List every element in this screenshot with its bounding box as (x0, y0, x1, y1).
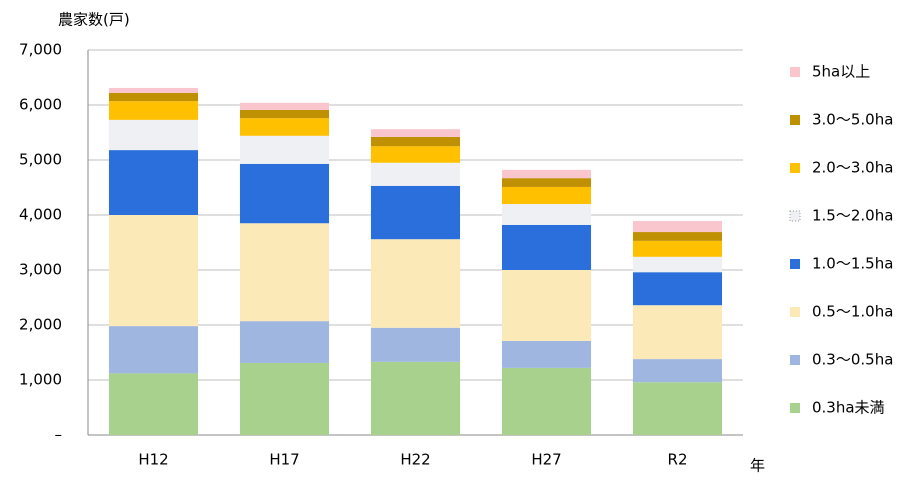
bar-segment (108, 150, 199, 215)
bar-segment (239, 102, 330, 110)
bar-segment (108, 101, 199, 120)
bar-segment (370, 327, 461, 362)
bar-segment (370, 162, 461, 186)
x-tick-label: R2 (668, 451, 688, 469)
legend-label: 0.3～0.5ha (812, 351, 893, 369)
y-tick-label: 6,000 (19, 96, 62, 114)
bar-segment (239, 163, 330, 224)
bar-segment (501, 224, 592, 270)
legend-swatch (789, 210, 801, 222)
y-axis-label: 農家数(戸) (58, 11, 130, 29)
x-tick-label: H17 (269, 451, 299, 469)
legend-label: 2.0～3.0ha (812, 159, 893, 177)
legend-swatch (790, 403, 800, 413)
legend-swatch (790, 115, 800, 125)
bar-segment (501, 186, 592, 204)
bar-segment (239, 118, 330, 136)
legend-label: 5ha以上 (812, 63, 870, 81)
bar-segment (108, 326, 199, 374)
bar-segment (370, 136, 461, 147)
y-tick-label: 2,000 (19, 316, 62, 334)
legend-swatch (790, 307, 800, 317)
bar-segment (632, 221, 723, 233)
y-tick-label: 1,000 (19, 371, 62, 389)
bar-segment (501, 204, 592, 225)
legend-swatch (790, 355, 800, 365)
bar-segment (501, 367, 592, 435)
legend-label: 3.0～5.0ha (812, 111, 893, 129)
legend-label: 1.0～1.5ha (812, 255, 893, 273)
legend-swatch (790, 259, 800, 269)
legend-swatch (790, 163, 800, 173)
bar-segment (108, 215, 199, 327)
x-tick-label: H12 (138, 451, 168, 469)
bar-segment (632, 232, 723, 241)
legend-label: 1.5～2.0ha (812, 207, 893, 225)
bar-segment (370, 146, 461, 163)
y-tick-label: 7,000 (19, 41, 62, 59)
x-tick-label: H22 (400, 451, 430, 469)
bar-segment (632, 272, 723, 306)
bar-segment (108, 92, 199, 102)
bar-segment (239, 362, 330, 435)
bar-segment (108, 87, 199, 93)
bar-segment (632, 240, 723, 257)
y-tick-label: 3,000 (19, 261, 62, 279)
bar-segment (632, 382, 723, 435)
bar-segment (370, 239, 461, 328)
bar-segment (501, 270, 592, 341)
bar-segment (239, 321, 330, 363)
bar-segment (501, 340, 592, 368)
bar-segment (370, 129, 461, 137)
legend-label: 0.5～1.0ha (812, 303, 893, 321)
legend-swatch (790, 67, 800, 77)
bar-segment (108, 119, 199, 151)
bar-segment (239, 135, 330, 164)
y-tick-label: 4,000 (19, 206, 62, 224)
bar-segment (108, 373, 199, 435)
x-tick-label: H27 (531, 451, 561, 469)
bar-segment (632, 359, 723, 383)
bar-segment (370, 361, 461, 435)
bar-segment (501, 178, 592, 187)
y-tick-label: – (55, 426, 63, 444)
bar-segment (501, 169, 592, 179)
bar-segment (239, 109, 330, 119)
bar-segment (370, 185, 461, 240)
bar-segment (239, 223, 330, 322)
legend-label: 0.3ha未満 (812, 399, 885, 417)
y-tick-label: 5,000 (19, 151, 62, 169)
bar-segment (632, 305, 723, 360)
bar-segment (632, 256, 723, 273)
x-axis-label: 年 (750, 457, 765, 475)
